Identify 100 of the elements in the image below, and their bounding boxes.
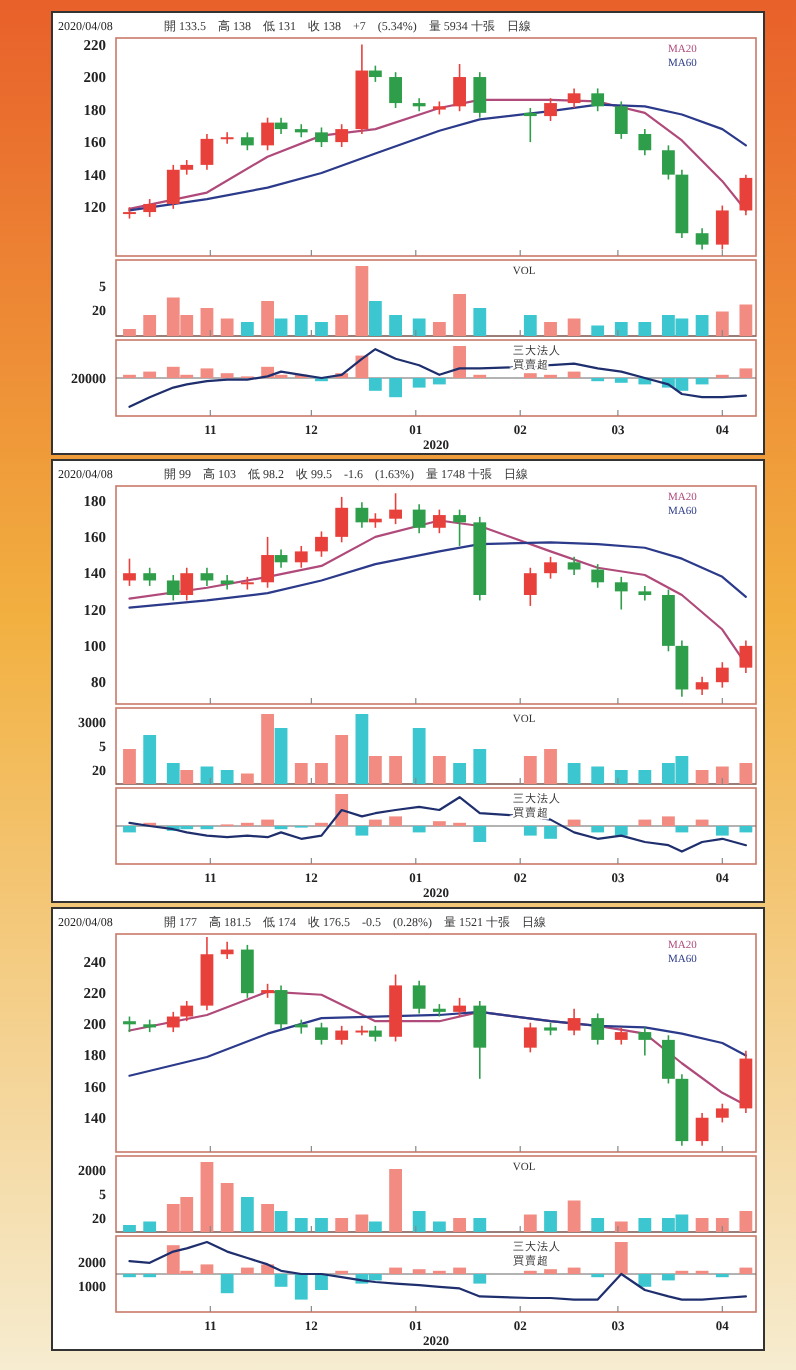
bar bbox=[614, 826, 628, 836]
bar bbox=[200, 1264, 214, 1274]
bar bbox=[591, 1218, 605, 1232]
bar bbox=[294, 763, 308, 784]
bar bbox=[355, 1214, 369, 1232]
candlestick bbox=[591, 1012, 605, 1046]
candlestick bbox=[166, 1011, 180, 1033]
bar bbox=[355, 266, 369, 336]
bar bbox=[389, 1267, 402, 1274]
bar bbox=[143, 1221, 157, 1232]
bar bbox=[695, 770, 709, 784]
bar bbox=[638, 770, 652, 784]
candlestick bbox=[695, 227, 709, 251]
bar bbox=[261, 714, 274, 784]
candlestick bbox=[412, 97, 426, 113]
bar bbox=[143, 735, 157, 784]
candlestick bbox=[523, 1021, 537, 1054]
bar bbox=[567, 318, 581, 336]
bar bbox=[662, 816, 675, 826]
bar bbox=[143, 315, 157, 336]
bar bbox=[614, 770, 628, 784]
candlestick bbox=[315, 530, 328, 558]
bar bbox=[389, 816, 402, 826]
candlestick bbox=[432, 508, 446, 535]
bar bbox=[220, 1274, 234, 1294]
candlestick bbox=[662, 1034, 675, 1085]
bar bbox=[695, 315, 709, 336]
candlestick bbox=[739, 639, 753, 674]
bar bbox=[739, 826, 753, 833]
candlestick bbox=[315, 1021, 328, 1046]
bar bbox=[567, 763, 581, 784]
bar bbox=[591, 325, 605, 336]
bar bbox=[473, 749, 487, 784]
bar bbox=[453, 763, 466, 784]
bar bbox=[294, 1274, 308, 1300]
bar bbox=[662, 1274, 675, 1281]
bar bbox=[432, 322, 446, 336]
bar bbox=[335, 315, 349, 336]
bar bbox=[591, 826, 605, 833]
bar bbox=[544, 1211, 557, 1232]
bar bbox=[739, 1211, 753, 1232]
bar bbox=[315, 1274, 328, 1290]
bar bbox=[180, 770, 194, 784]
candlestick bbox=[695, 675, 709, 696]
candlestick bbox=[294, 545, 308, 569]
candlestick bbox=[180, 566, 194, 602]
candlestick bbox=[166, 164, 180, 210]
bar bbox=[739, 763, 753, 784]
bar bbox=[261, 819, 274, 826]
bar bbox=[220, 1183, 234, 1232]
bar bbox=[143, 371, 157, 378]
bar bbox=[715, 1218, 729, 1232]
candlestick bbox=[274, 984, 288, 1030]
bar bbox=[123, 826, 136, 833]
bar bbox=[368, 756, 382, 784]
bar bbox=[315, 322, 328, 336]
candlestick bbox=[453, 63, 466, 113]
bar bbox=[473, 1218, 487, 1232]
bar bbox=[638, 1218, 652, 1232]
bar bbox=[638, 819, 652, 826]
bar bbox=[123, 749, 136, 784]
bar bbox=[200, 1162, 214, 1232]
candlestick bbox=[355, 501, 369, 529]
bar bbox=[544, 322, 557, 336]
bar bbox=[715, 826, 729, 836]
candlestick bbox=[180, 1000, 194, 1022]
candlestick bbox=[695, 1112, 709, 1147]
candlestick bbox=[123, 557, 136, 587]
bar bbox=[274, 1211, 288, 1232]
candlestick bbox=[675, 639, 689, 698]
candlestick bbox=[715, 204, 729, 251]
bar bbox=[715, 766, 729, 784]
candlestick bbox=[544, 556, 557, 580]
candlestick bbox=[355, 1025, 369, 1037]
candlestick bbox=[473, 71, 487, 119]
bar bbox=[523, 1214, 537, 1232]
bar bbox=[591, 766, 605, 784]
bar bbox=[473, 308, 487, 336]
candlestick bbox=[315, 126, 328, 148]
bar bbox=[412, 1211, 426, 1232]
bar bbox=[523, 826, 537, 836]
candlestick bbox=[453, 997, 466, 1018]
bar bbox=[412, 318, 426, 336]
candlestick bbox=[335, 496, 349, 544]
bar bbox=[614, 322, 628, 336]
bar bbox=[567, 1267, 581, 1274]
bar bbox=[240, 773, 254, 784]
bar bbox=[261, 301, 274, 336]
bar bbox=[453, 294, 466, 336]
bar bbox=[638, 322, 652, 336]
candlestick bbox=[143, 566, 157, 587]
candlestick bbox=[220, 574, 234, 591]
candlestick bbox=[715, 661, 729, 689]
candlestick bbox=[240, 944, 254, 999]
candlestick bbox=[335, 123, 349, 148]
bar bbox=[567, 1200, 581, 1232]
candlestick bbox=[200, 566, 214, 587]
candlestick bbox=[523, 566, 537, 607]
bar bbox=[567, 371, 581, 378]
bar bbox=[614, 1242, 628, 1274]
